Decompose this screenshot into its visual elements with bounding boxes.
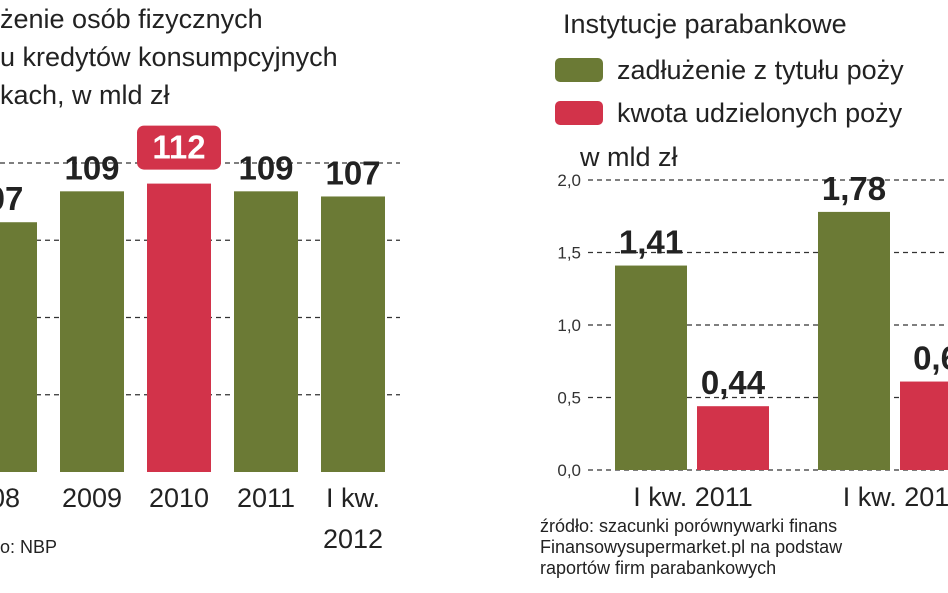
x-tick-label: 2009 [62,483,122,513]
value-label: 0,44 [701,364,766,401]
source: o: NBP [0,537,57,557]
x-tick-label: 08 [0,483,20,513]
bar [234,191,298,472]
value-label: 112 [152,129,205,166]
bar [147,183,211,472]
source: źródło: szacunki porównywarki finans [540,516,837,536]
y-tick-label: 0,5 [557,389,581,408]
value-label: 1,78 [822,170,886,207]
bar [900,381,948,470]
bar [615,265,687,470]
value-label: 07 [0,180,23,217]
y-tick-label: 0,0 [557,461,581,480]
legend-label: zadłużenie z tytułu poży [617,55,904,85]
x-tick-label: I kw. 2012 [323,483,383,554]
value-label: 0,6 [913,340,948,377]
chart-title: żenie osób fizycznych [0,4,263,34]
bar [0,222,37,472]
value-label: 1,41 [619,224,683,261]
y-tick-label: 1,5 [557,244,581,263]
value-label: 109 [238,149,293,186]
legend-label: kwota udzielonych poży [617,98,903,128]
legend-swatch [555,58,603,82]
chart-title: u kredytów konsumpcyjnych [0,42,338,72]
y-axis-label: w mld zł [579,142,678,172]
legend-swatch [555,101,603,125]
x-tick-label: 2011 [237,483,295,513]
chart-title: Instytucje parabankowe [563,9,847,39]
source: Finansowysupermarket.pl na podstaw [540,537,843,557]
x-tick-label: I kw. 201 [843,482,948,512]
x-tick-label: 2010 [149,483,209,513]
bar [818,211,890,470]
value-label-box [137,125,221,170]
value-label: 109 [64,149,119,186]
source: raportów firm parabankowych [540,558,776,578]
x-tick-label: I kw. 2011 [633,482,753,512]
y-tick-label: 2,0 [557,171,581,190]
value-label: 107 [325,154,380,191]
chart-title: kach, w mld zł [0,80,170,110]
bar [697,406,769,470]
bar [60,191,124,472]
bar [321,196,385,472]
y-tick-label: 1,0 [557,316,581,335]
